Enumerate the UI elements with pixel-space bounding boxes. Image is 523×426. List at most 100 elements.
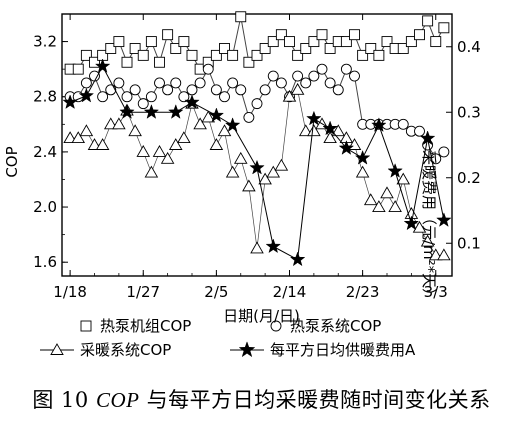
square-marker: [243, 56, 255, 68]
circle-marker: [113, 77, 125, 89]
square-marker: [324, 43, 336, 54]
square-marker: [284, 36, 295, 48]
legend: 热泵机组COP 热泵系统COP 采暖系统COP 每平方日均供暖费用A: [40, 317, 416, 359]
star-marker: [265, 238, 282, 254]
legend-label: 热泵系统COP: [290, 317, 381, 335]
caption-italic: COP: [95, 388, 140, 412]
square-marker: [162, 29, 174, 41]
square-marker: [105, 43, 117, 54]
star-marker: [224, 117, 241, 133]
triangle-marker: [144, 165, 159, 178]
triangle-marker: [79, 124, 94, 137]
triangle-marker: [290, 82, 305, 95]
square-marker: [72, 63, 84, 75]
legend-item: 每平方日均供暖费用A: [230, 341, 416, 359]
circle-marker: [129, 84, 141, 96]
triangle-marker: [103, 117, 118, 130]
plot-area: [61, 13, 453, 277]
triangle-marker: [250, 241, 264, 254]
triangle-marker: [331, 124, 346, 137]
circle-marker: [145, 91, 157, 103]
circle-marker: [137, 98, 149, 110]
circle-marker: [275, 77, 287, 89]
circle-marker: [414, 125, 425, 137]
star-marker: [419, 130, 436, 146]
circle-marker: [430, 153, 442, 165]
square-marker: [430, 36, 442, 48]
triangle-marker: [266, 165, 281, 178]
star-marker: [238, 341, 256, 358]
circle-marker: [219, 91, 230, 103]
star-marker: [167, 104, 184, 119]
circle-marker: [243, 111, 255, 123]
legend-item: 采暖系统COP: [40, 341, 171, 359]
plot-border: [61, 13, 453, 277]
circle-marker: [292, 70, 304, 82]
triangle-marker: [274, 158, 289, 171]
square-marker: [113, 36, 125, 48]
triangle-marker: [209, 138, 224, 150]
y-right-tick-label: 0.3: [457, 103, 481, 121]
circle-marker: [105, 84, 117, 96]
y-right-tick-label: 0.4: [457, 38, 481, 56]
circle-marker: [259, 84, 271, 96]
triangle-marker: [323, 131, 337, 144]
square-marker: [145, 36, 157, 48]
y-left-tick-label: 3.2: [33, 33, 57, 51]
y-left-tick-label: 2.8: [33, 88, 57, 106]
circle-marker: [270, 320, 282, 332]
circle-marker: [300, 77, 312, 89]
square-marker: [267, 36, 279, 48]
triangle-marker: [136, 144, 151, 157]
circle-marker: [162, 84, 174, 96]
x-tick-label: 2/23: [346, 283, 380, 301]
triangle-marker: [307, 124, 321, 137]
triangle-marker: [201, 110, 216, 123]
square-marker: [357, 49, 369, 61]
circle-marker: [97, 91, 109, 103]
square-marker: [275, 29, 287, 41]
triangle-marker: [372, 200, 386, 213]
triangle-marker: [355, 165, 370, 178]
circle-marker: [267, 70, 279, 82]
chart: 1/18 1/27 2/5 2/14 2/23 3/3 1.6 2.0 2.4 2.8 3.2 0.1…: [33, 11, 481, 359]
star-marker: [78, 87, 95, 103]
star-marker: [289, 251, 306, 267]
square-marker: [365, 43, 377, 54]
square-marker: [210, 49, 222, 61]
triangle-marker: [282, 89, 297, 102]
y-left-tick-label: 2.0: [33, 198, 57, 216]
caption-suffix: 与每平方日均采暖费随时间变化关系: [139, 388, 491, 412]
star-marker: [371, 117, 387, 133]
circle-marker: [438, 146, 450, 158]
star-marker: [94, 58, 111, 74]
circle-marker: [202, 63, 214, 75]
star-marker: [208, 107, 225, 123]
x-tick-label: 2/14: [273, 283, 307, 301]
axis-ticks: 1/18 1/27 2/5 2/14 2/23 3/3 1.6 2.0 2.4 2.8 3.2 0.1…: [33, 14, 481, 301]
x-axis-label: 日期(月/日): [223, 307, 300, 325]
y-right-tick-label: 0.2: [457, 169, 481, 187]
y-right-tick-label: 0.1: [457, 234, 481, 252]
triangle-marker: [258, 172, 272, 185]
legend-item: 热泵系统COP: [270, 317, 381, 335]
circle-marker: [251, 98, 263, 110]
x-tick-label: 1/27: [126, 283, 160, 301]
star-marker: [184, 94, 200, 109]
circle-marker: [332, 84, 344, 96]
square-marker: [349, 29, 360, 41]
triangle-marker: [298, 124, 313, 137]
triangle-marker: [363, 193, 378, 206]
square-marker: [422, 15, 434, 27]
triangle-marker: [437, 248, 451, 261]
circle-marker: [349, 70, 360, 82]
legend-label: 每平方日均供暖费用A: [270, 341, 416, 359]
star-marker: [354, 149, 371, 165]
star-marker: [119, 104, 135, 119]
star-marker: [143, 104, 160, 119]
circle-marker: [308, 70, 320, 82]
square-marker: [251, 49, 263, 61]
series-star: [62, 58, 452, 267]
circle-marker: [170, 77, 182, 89]
circle-marker: [186, 84, 198, 96]
